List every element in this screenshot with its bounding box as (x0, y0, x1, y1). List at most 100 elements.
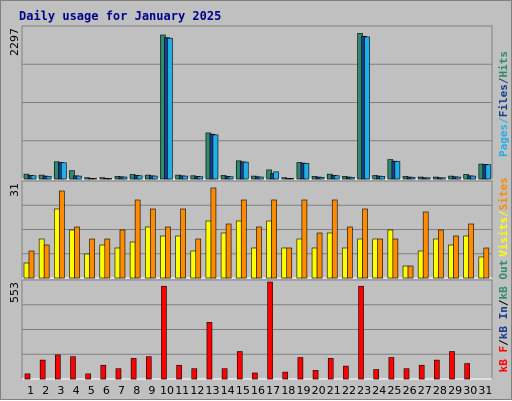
bar-middle-sites-day-9 (149, 208, 156, 279)
legend-entry-sites: Sites (497, 177, 510, 210)
x-tick-day-6: 6 (103, 384, 110, 397)
panel-top-max-label: 2297 (8, 28, 21, 56)
bar-middle-sites-day-16 (256, 226, 262, 279)
panel-middle-max-label: 31 (8, 183, 21, 197)
bar-bottom-kb-f-day-7 (115, 368, 122, 380)
bar-middle-visits-day-5 (84, 253, 90, 279)
bar-bottom-kb-f-day-11 (176, 364, 182, 380)
legend-entry-kb-in: kB In (497, 306, 510, 339)
x-tick-day-2: 2 (42, 384, 49, 397)
bar-middle-sites-day-25 (392, 238, 399, 279)
x-tick-day-15: 15 (236, 384, 250, 397)
bar-top-pages-day-26 (409, 177, 416, 180)
bar-top-pages-day-21 (333, 175, 340, 180)
x-tick-day-8: 8 (133, 384, 140, 397)
x-tick-day-3: 3 (57, 384, 64, 397)
panel-bottom-max-label: 553 (8, 282, 21, 303)
bar-middle-sites-day-13 (210, 187, 217, 279)
panel-max-labels: 2297 31 553 (8, 28, 21, 303)
x-tick-day-12: 12 (190, 384, 204, 397)
bar-bottom-kb-f-day-21 (327, 358, 334, 380)
bar-bottom-kb-f-day-23 (358, 285, 364, 380)
bar-top-pages-day-8 (136, 175, 143, 180)
bar-top-pages-day-11 (182, 175, 188, 180)
bar-top-pages-day-10 (167, 37, 173, 180)
bar-top-pages-day-1 (30, 175, 37, 180)
x-tick-day-4: 4 (73, 384, 80, 397)
bar-bottom-kb-f-day-22 (343, 365, 349, 380)
bar-middle-sites-day-11 (180, 208, 186, 279)
x-tick-labels: 1 2 3 4 5 6 7 8 9 10 11 12 13 14 15 16 17 18 19 20 21 22 23 24 2… (27, 384, 492, 397)
x-tick-day-31: 31 (478, 384, 492, 397)
legend-entry-hits: Hits (497, 51, 510, 78)
bar-middle-sites-day-21 (331, 199, 338, 279)
x-tick-day-22: 22 (342, 384, 356, 397)
legend-entry--: / (497, 339, 510, 346)
bar-bottom-kb-f-day-30 (464, 363, 470, 380)
bar-middle-visits-day-18 (281, 247, 288, 279)
bar-middle-sites-day-8 (134, 199, 141, 279)
bar-middle-visits-day-29 (448, 244, 454, 279)
chart-title: Daily usage for January 2025 (19, 9, 221, 23)
bar-top-pages-day-30 (470, 175, 476, 180)
bar-middle-sites-day-3 (59, 190, 65, 279)
bar-middle-sites-day-27 (422, 211, 429, 279)
bar-bottom-kb-f-day-18 (282, 371, 289, 380)
bar-top-pages-day-4 (76, 175, 82, 180)
legend-entry--: / (497, 299, 510, 306)
bar-middle-visits-day-7 (114, 247, 121, 279)
x-tick-day-13: 13 (206, 384, 220, 397)
bar-top-pages-day-24 (379, 176, 386, 180)
bar-top-pages-day-20 (318, 177, 325, 180)
bar-middle-sites-day-12 (195, 238, 202, 279)
bar-middle-sites-day-4 (74, 226, 80, 279)
bar-middle-sites-day-14 (225, 223, 232, 279)
bar-bottom-kb-f-day-28 (434, 359, 440, 380)
x-tick-day-28: 28 (433, 384, 447, 397)
legend-entry-visits: Visits/ (497, 210, 510, 257)
bar-top-pages-day-23 (364, 36, 370, 180)
bar-top-pages-day-19 (303, 163, 310, 180)
x-tick-day-7: 7 (118, 384, 125, 397)
bar-middle-visits-day-8 (129, 241, 136, 279)
bar-bottom-kb-f-day-27 (418, 364, 425, 380)
bar-middle-sites-day-26 (407, 265, 414, 279)
bar-bottom-kb-f-day-12 (191, 368, 198, 380)
bar-middle-visits-day-13 (205, 220, 212, 279)
bar-middle-sites-day-23 (362, 208, 368, 279)
x-tick-day-30: 30 (463, 384, 477, 397)
bar-middle-visits-day-20 (311, 247, 318, 279)
bar-middle-visits-day-1 (23, 262, 30, 279)
bar-top-pages-day-16 (258, 176, 264, 180)
bar-top-pages-day-3 (61, 162, 67, 180)
bar-bottom-kb-f-day-15 (236, 351, 243, 380)
bar-bottom-kb-f-day-26 (403, 368, 410, 380)
bar-middle-visits-day-16 (251, 247, 257, 279)
bar-middle-sites-day-6 (104, 238, 111, 279)
bar-bottom-kb-f-day-1 (24, 373, 31, 380)
bar-top-pages-day-27 (424, 177, 431, 180)
bar-middle-visits-day-31 (478, 256, 485, 279)
bar-top-pages-day-2 (45, 176, 52, 180)
bar-top-pages-day-13 (212, 134, 219, 180)
bar-middle-sites-day-17 (271, 199, 277, 279)
bar-middle-sites-day-18 (286, 247, 293, 279)
bar-middle-sites-day-1 (28, 250, 35, 279)
x-tick-day-26: 26 (403, 384, 417, 397)
bar-middle-visits-day-27 (417, 250, 424, 279)
bar-middle-visits-day-30 (463, 235, 469, 279)
x-tick-day-14: 14 (221, 384, 235, 397)
bar-middle-visits-day-23 (357, 238, 363, 279)
bar-bottom-kb-f-day-20 (312, 370, 319, 380)
x-tick-day-25: 25 (387, 384, 401, 397)
bar-middle-visits-day-24 (372, 238, 379, 279)
bar-middle-visits-day-26 (402, 265, 409, 279)
bar-bottom-kb-f-day-24 (373, 369, 380, 380)
bar-top-pages-day-22 (349, 177, 355, 180)
bar-middle-sites-day-29 (453, 235, 459, 279)
bar-bottom-kb-f-day-4 (70, 356, 76, 380)
x-tick-day-29: 29 (448, 384, 462, 397)
bar-middle-sites-day-28 (438, 229, 444, 279)
